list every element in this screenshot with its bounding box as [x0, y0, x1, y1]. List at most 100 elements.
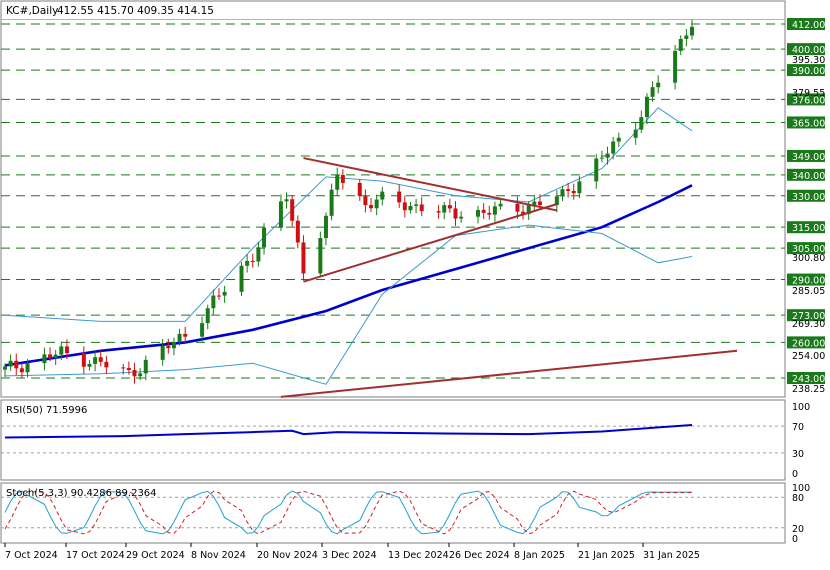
candle [245, 254, 250, 273]
candle [442, 201, 447, 220]
candle-body [222, 291, 227, 296]
price-level-label-349: 349.00 [792, 152, 825, 163]
candle [678, 35, 683, 56]
price-level-tag-305 [787, 242, 825, 255]
candle-body [132, 370, 137, 377]
candle [14, 353, 19, 376]
candle [690, 19, 694, 40]
candle-body [684, 35, 689, 39]
price-level-tag-260 [787, 336, 825, 349]
price-level-label-260: 260.00 [792, 338, 825, 349]
candle-body [262, 227, 267, 248]
candle [453, 201, 458, 226]
candle [19, 362, 24, 379]
symbol-label: KC#,Daily [6, 5, 58, 17]
candle-body [171, 342, 176, 349]
candle-body [560, 189, 565, 197]
candle-body [323, 215, 328, 239]
candle-body [678, 38, 683, 51]
candle [171, 337, 176, 356]
candle-body [160, 345, 165, 360]
candle-body [318, 238, 323, 274]
candle-body [200, 323, 205, 337]
candle [554, 190, 559, 213]
candle-body [605, 153, 610, 158]
candle [577, 176, 582, 198]
candle [295, 215, 300, 249]
price-axis-tick-300-80: 300.80 [792, 253, 825, 264]
candle [211, 289, 216, 315]
candle-body [498, 203, 503, 207]
candle [476, 205, 481, 224]
price-level-tag-290 [787, 273, 825, 286]
price-level-label-315: 315.00 [792, 223, 825, 234]
price-panel-frame [0, 0, 786, 398]
candle [414, 198, 419, 214]
candle-body [515, 203, 520, 212]
candle-body [239, 265, 244, 292]
candlestick-series [3, 19, 694, 384]
candle-body [537, 201, 542, 205]
candle [515, 196, 520, 219]
rsi-panel-frame [0, 399, 786, 481]
candle [256, 242, 261, 267]
series-bollinger-upper [4, 107, 693, 322]
candle [132, 362, 137, 384]
candle-body [25, 363, 30, 373]
candle [521, 205, 526, 220]
stoch-panel-frame [0, 482, 786, 544]
candle [138, 368, 143, 381]
price-axis-tick-254-00: 254.00 [792, 351, 825, 362]
candle [357, 179, 362, 201]
price-level-tag-390 [787, 64, 825, 77]
candle [166, 338, 171, 354]
series-bollinger-lower [4, 224, 693, 385]
candle-body [48, 354, 53, 358]
date-axis: 7 Oct 2024 17 Oct 2024 29 Oct 2024 8 Nov 20… [4, 543, 700, 561]
candle-body [98, 357, 103, 362]
candle [408, 201, 413, 214]
price-axis-tick-285-05: 285.05 [792, 286, 825, 297]
candle [126, 361, 131, 375]
candle [98, 349, 103, 367]
candle [594, 154, 599, 189]
candle [278, 194, 283, 232]
candle-body [402, 202, 407, 211]
series-ma-blue [4, 184, 693, 367]
candle-body [93, 357, 98, 364]
candle [329, 183, 334, 221]
candle [93, 351, 98, 372]
candle-body [284, 199, 289, 202]
price-level-tag-315 [787, 221, 825, 234]
candle [459, 211, 464, 223]
rsi-axis-70: 70 [792, 422, 804, 433]
candle [53, 349, 58, 365]
price-level-tag-243 [787, 372, 825, 384]
date-label-3-dec-2024: 3 Dec 2024 [322, 550, 377, 561]
candle [42, 347, 47, 371]
candle-body [205, 308, 210, 324]
candle [205, 304, 210, 330]
date-label-7-oct-2024: 7 Oct 2024 [5, 550, 58, 561]
candle [492, 201, 497, 222]
candle-body [577, 181, 582, 194]
candle-body [295, 220, 300, 243]
candle-body [487, 212, 492, 215]
candle-body [408, 205, 413, 211]
candle [487, 205, 492, 220]
candle-body [521, 211, 526, 215]
price-level-label-243: 243.00 [792, 374, 825, 385]
candle-body [369, 205, 374, 209]
candle-body [59, 346, 64, 355]
candle [8, 354, 13, 371]
candle-body [183, 333, 188, 337]
candle-body [216, 295, 221, 297]
candle [216, 288, 221, 300]
candle [239, 262, 244, 297]
candle [262, 223, 267, 255]
candle-body [121, 367, 126, 369]
candle-body [526, 205, 531, 215]
candle-body [436, 211, 441, 213]
candle-body [554, 196, 559, 205]
candle-body [42, 354, 47, 364]
